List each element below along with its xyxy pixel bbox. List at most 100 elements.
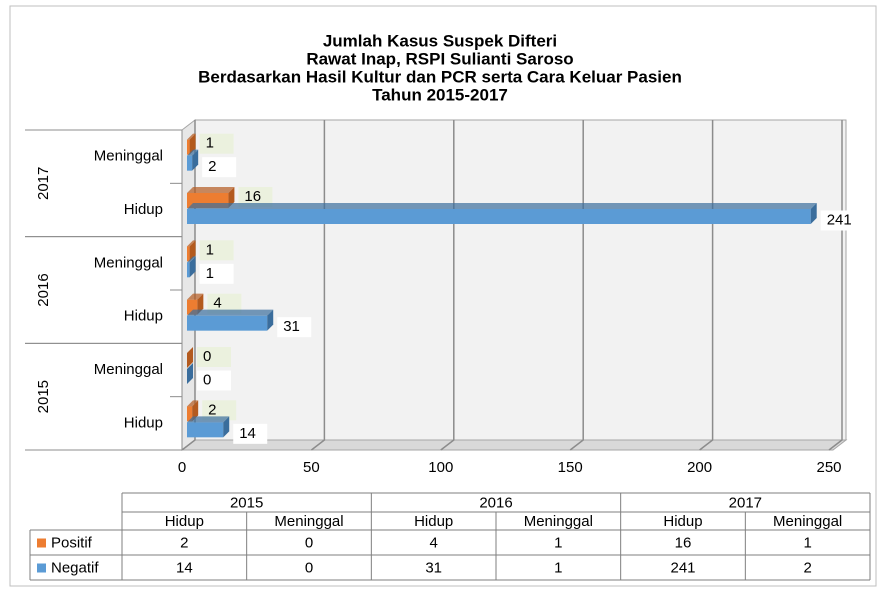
data-label-box xyxy=(233,423,268,444)
data-label-box xyxy=(199,263,234,284)
data-label-box xyxy=(202,157,237,178)
x-tick-label: 0 xyxy=(178,459,186,476)
data-label: 4 xyxy=(213,295,221,312)
table-cell: 1 xyxy=(554,534,562,551)
bar xyxy=(187,155,193,171)
bar-side xyxy=(223,416,230,438)
bar xyxy=(187,406,193,422)
data-label-box xyxy=(202,400,237,421)
table-subheader: Hidup xyxy=(663,513,702,530)
data-label-box xyxy=(820,210,855,231)
y-tick-label: Meninggal xyxy=(94,254,163,271)
bar-side xyxy=(189,256,196,278)
data-label-box xyxy=(199,240,234,261)
bar-top xyxy=(187,309,274,316)
data-label-box xyxy=(197,370,231,391)
x-tick-label: 200 xyxy=(687,459,712,476)
y-tick-label: Meninggal xyxy=(94,148,163,165)
bar xyxy=(187,422,224,438)
legend-label: Positif xyxy=(51,534,93,551)
chart-title: Jumlah Kasus Suspek Difteri xyxy=(323,31,557,50)
bar-side xyxy=(192,400,199,422)
data-label: 1 xyxy=(206,241,214,258)
data-label: 1 xyxy=(206,265,214,282)
data-label-box xyxy=(277,317,312,338)
y-tick-label: Meninggal xyxy=(94,361,163,378)
group-label: 2016 xyxy=(35,273,52,306)
legend-key xyxy=(37,563,46,573)
chart-title: Tahun 2015-2017 xyxy=(372,85,508,104)
table-cell: 0 xyxy=(305,534,313,551)
bar-top xyxy=(187,416,230,423)
bar-side xyxy=(192,149,199,171)
table-subheader: Hidup xyxy=(165,513,204,530)
bar xyxy=(187,315,268,331)
data-label-box xyxy=(207,293,242,314)
data-label: 2 xyxy=(208,158,216,175)
grid-line xyxy=(181,120,196,451)
bar-top xyxy=(187,149,199,156)
floor xyxy=(180,439,848,451)
back-wall xyxy=(194,119,847,441)
table-cell: 4 xyxy=(429,534,437,551)
chart-title: Berdasarkan Hasil Kultur dan PCR serta C… xyxy=(198,67,682,86)
data-label: 16 xyxy=(244,188,261,205)
x-tick-label: 50 xyxy=(303,459,320,476)
bar-top xyxy=(187,400,199,407)
legend-label: Negatif xyxy=(51,559,99,576)
grid-line xyxy=(569,120,584,451)
chart-title: Rawat Inap, RSPI Sulianti Saroso xyxy=(306,49,573,68)
table-subheader: Hidup xyxy=(414,513,453,530)
group-label: 2017 xyxy=(35,167,52,200)
table-cell: 1 xyxy=(554,559,562,576)
table-subheader: Meninggal xyxy=(524,513,593,530)
bar xyxy=(187,209,811,224)
table-cell: 241 xyxy=(670,559,695,576)
bar-side xyxy=(187,347,193,368)
data-label: 31 xyxy=(283,318,300,335)
table-header: 2015 xyxy=(230,494,263,511)
y-tick-label: Hidup xyxy=(124,201,163,218)
bar-side xyxy=(189,240,196,262)
table-subheader: Meninggal xyxy=(274,513,343,530)
legend-key xyxy=(37,538,46,548)
bar-side xyxy=(810,203,817,224)
grid-line xyxy=(440,120,455,451)
table-header: 2017 xyxy=(729,494,762,511)
data-label: 0 xyxy=(203,371,211,388)
bar-side xyxy=(197,293,204,315)
bar-side xyxy=(187,363,193,384)
data-label: 2 xyxy=(208,401,216,418)
data-label-box xyxy=(199,133,234,154)
bar xyxy=(187,262,190,278)
data-label: 14 xyxy=(239,425,256,442)
bar-top xyxy=(187,203,817,209)
bar-top xyxy=(187,240,196,247)
x-tick-label: 150 xyxy=(558,459,583,476)
bar-top xyxy=(187,187,235,193)
table-cell: 31 xyxy=(425,559,442,576)
bar-side xyxy=(267,309,274,331)
table-header: 2016 xyxy=(479,494,512,511)
data-label: 0 xyxy=(203,348,211,365)
table-cell: 2 xyxy=(803,559,811,576)
table-cell: 0 xyxy=(305,559,313,576)
bar xyxy=(187,246,190,262)
table-subheader: Meninggal xyxy=(773,513,842,530)
group-label: 2015 xyxy=(35,380,52,413)
y-tick-label: Hidup xyxy=(124,414,163,431)
grid-line xyxy=(310,120,326,451)
table-cell: 14 xyxy=(176,559,193,576)
bar-top xyxy=(187,133,196,140)
bar-top xyxy=(187,293,204,300)
data-label-box xyxy=(238,187,273,207)
grid-line xyxy=(699,120,714,451)
data-label: 1 xyxy=(206,135,214,152)
bar xyxy=(187,139,190,155)
bar-top xyxy=(187,256,196,263)
table-cell: 2 xyxy=(180,534,188,551)
table-cell: 1 xyxy=(803,534,811,551)
bar-side xyxy=(228,187,235,208)
y-tick-label: Hidup xyxy=(124,308,163,325)
